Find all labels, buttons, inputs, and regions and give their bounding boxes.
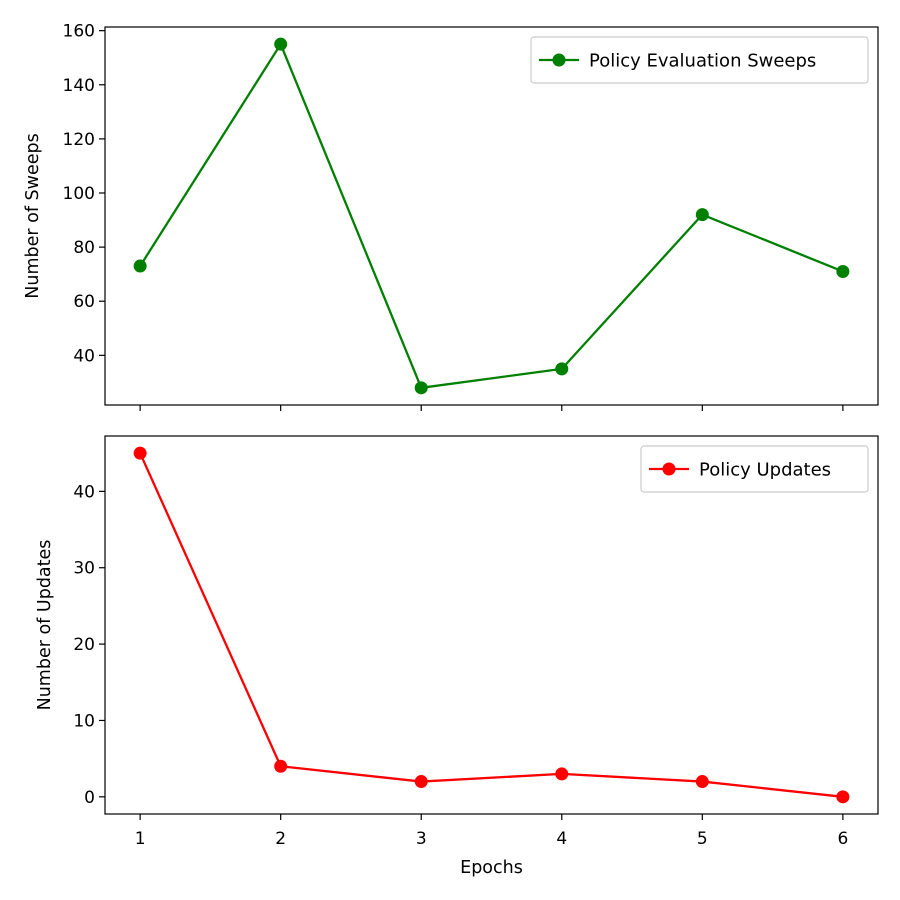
y-tick-label: 140	[63, 76, 95, 96]
legend-label: Policy Updates	[699, 460, 831, 481]
y-tick-label: 30	[73, 559, 95, 579]
y-tick-label: 0	[84, 788, 95, 808]
policy-evaluation-sweeps-point	[274, 37, 288, 51]
legend-marker	[662, 462, 676, 476]
policy-updates-point	[414, 775, 428, 789]
x-tick-label: 3	[416, 829, 427, 849]
epochs-x-axis-label: Epochs	[460, 858, 523, 878]
x-tick-label: 5	[697, 829, 708, 849]
y-tick-label: 20	[73, 635, 95, 655]
sweeps-panel: 40 60 80 100 120 140 160 Number of Sweeps Poli…	[23, 22, 879, 411]
policy-updates-line	[139, 452, 843, 798]
y-tick-label: 80	[73, 238, 95, 258]
policy-updates-point	[274, 759, 288, 773]
y-tick-label: 160	[63, 22, 95, 42]
policy-evaluation-sweeps-line	[139, 43, 844, 389]
updates-x-ticks: 1 2 3 4 5 6	[135, 814, 848, 849]
sweeps-y-ticks: 40 60 80 100 120 140 160	[63, 22, 105, 366]
legend-box	[640, 445, 869, 493]
sweeps-plot-frame	[104, 26, 879, 406]
sweeps-series	[133, 37, 850, 395]
x-tick-label: 2	[275, 829, 286, 849]
policy-updates-point	[133, 446, 147, 460]
policy-evaluation-sweeps-point	[695, 208, 709, 222]
sweeps-x-ticks	[139, 405, 844, 411]
y-tick-label: 40	[73, 346, 95, 366]
sweeps-legend: Policy Evaluation Sweeps	[530, 36, 869, 84]
legend-marker	[552, 53, 566, 67]
updates-plot-frame	[104, 435, 879, 815]
policy-updates-point	[695, 775, 709, 789]
x-tick-label: 6	[837, 829, 848, 849]
policy-updates-point	[555, 767, 569, 781]
legend-box	[530, 36, 869, 84]
y-tick-label: 40	[73, 482, 95, 502]
policy-evaluation-sweeps-point	[836, 264, 850, 278]
policy-updates-point	[836, 790, 850, 804]
policy-evaluation-sweeps-point	[414, 381, 428, 395]
x-tick-label: 1	[135, 829, 146, 849]
x-tick-label: 4	[556, 829, 567, 849]
sweeps-y-axis-label: Number of Sweeps	[23, 133, 43, 298]
updates-panel: 0 10 20 30 40 1 2 3 4 5 6 Number of Updates Epoch…	[35, 435, 879, 878]
updates-y-ticks: 0 10 20 30 40	[73, 482, 105, 808]
updates-legend: Policy Updates	[640, 445, 869, 493]
updates-series	[133, 446, 850, 804]
y-tick-label: 60	[73, 292, 95, 312]
legend-label: Policy Evaluation Sweeps	[589, 51, 816, 72]
y-tick-label: 10	[73, 711, 95, 731]
y-tick-label: 120	[63, 130, 95, 150]
policy-evaluation-sweeps-point	[133, 259, 147, 273]
policy-evaluation-sweeps-point	[555, 362, 569, 376]
y-tick-label: 100	[63, 184, 95, 204]
updates-y-axis-label: Number of Updates	[35, 540, 55, 711]
